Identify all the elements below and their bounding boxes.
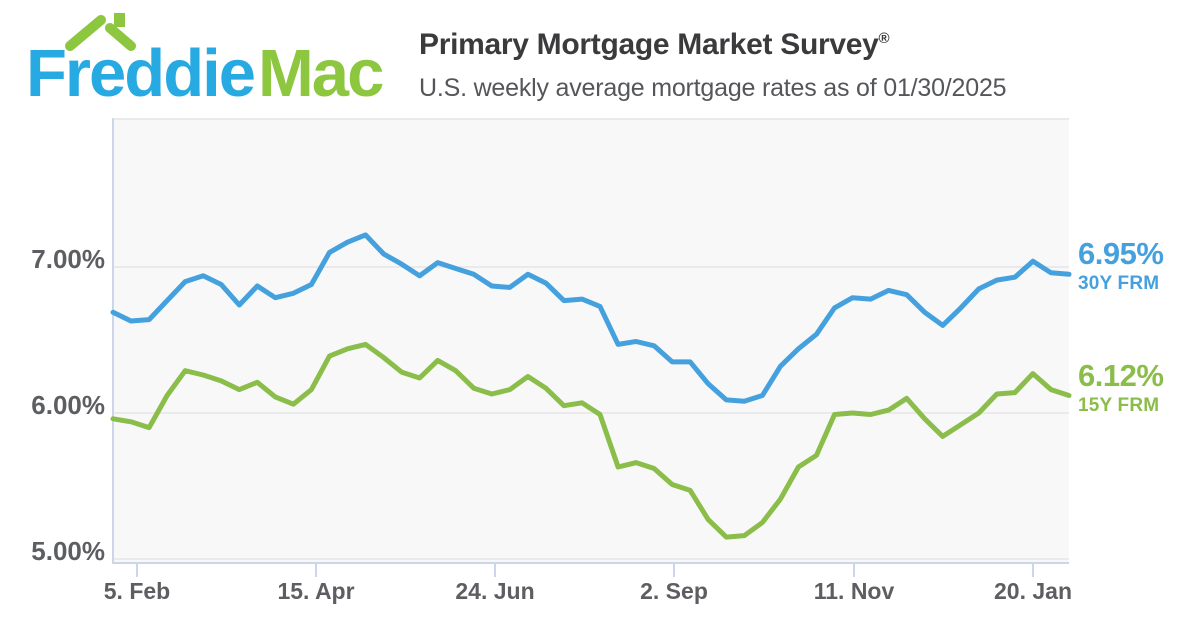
plot-area	[113, 118, 1069, 563]
page-title-text: Primary Mortgage Market Survey	[419, 28, 879, 61]
series-30y-latest-rate: 6.95%	[1078, 236, 1164, 271]
series-15y-latest-rate: 6.12%	[1078, 358, 1164, 393]
x-axis-label-5: 20. Jan	[994, 578, 1072, 604]
registered-mark: ®	[878, 30, 890, 47]
series-15y-name: 15Y FRM	[1078, 395, 1160, 416]
page-subtitle: U.S. weekly average mortgage rates as of…	[419, 74, 1007, 102]
series-line-30y-frm	[110, 232, 1072, 404]
y-axis-label-0: 7.00%	[31, 244, 105, 274]
y-axis-label-2: 5.00%	[31, 536, 105, 566]
series-30y-name: 30Y FRM	[1078, 273, 1160, 294]
x-axis-label-4: 11. Nov	[813, 578, 895, 604]
x-axis-label-0: 5. Feb	[103, 578, 171, 604]
x-axis-label-1: 15. Apr	[277, 578, 355, 604]
logo-word-freddie: Freddie	[26, 36, 254, 111]
x-axis-label-3: 2. Sep	[640, 578, 708, 604]
x-axis-label-2: 24. Jun	[455, 578, 535, 604]
series-30y-end-label: 6.95% 30Y FRM	[1078, 236, 1164, 294]
series-line-15y-frm	[110, 341, 1072, 540]
house-roof-icon	[65, 13, 136, 51]
logo-word-mac: Mac	[258, 36, 383, 111]
y-axis-label-1: 6.00%	[31, 390, 105, 420]
freddie-mac-logo: Freddie Mac	[26, 13, 385, 111]
page-title: Primary Mortgage Market Survey®	[419, 28, 890, 62]
series-15y-end-label: 6.12% 15Y FRM	[1078, 358, 1164, 416]
